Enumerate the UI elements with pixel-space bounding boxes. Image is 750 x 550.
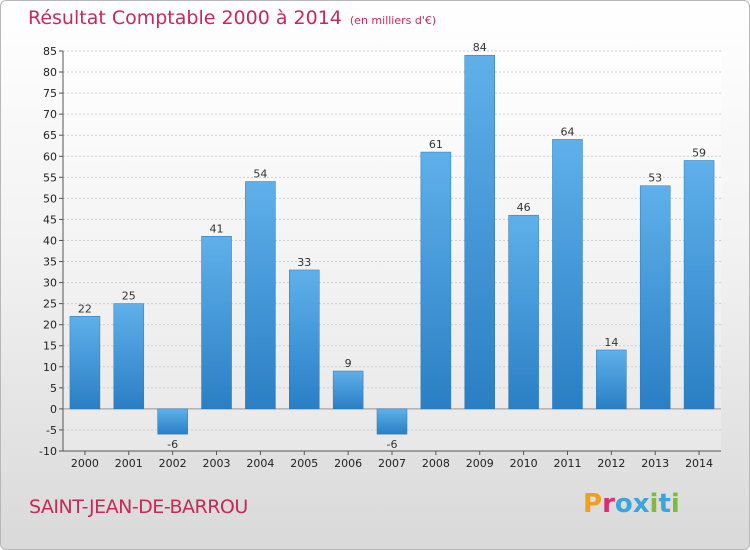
y-tick-label: 55 <box>43 171 57 184</box>
bar-2009[interactable] <box>464 54 495 410</box>
bar-2006[interactable] <box>332 370 364 410</box>
y-tick-label: 75 <box>43 87 57 100</box>
logo-letter: t <box>658 489 671 519</box>
logo-letter: P <box>583 489 603 519</box>
logo-letter: o <box>614 489 633 519</box>
x-axis: 2000 2001 2002 2003 2004 2005 2006 2007 2008 2009… <box>63 450 721 470</box>
y-tick-label: 85 <box>43 45 57 58</box>
bars <box>69 54 715 435</box>
data-label-2000: 22 <box>78 302 92 315</box>
bar-2002[interactable] <box>157 408 188 435</box>
logo-letter: x <box>632 489 650 519</box>
data-label-2011: 64 <box>560 125 574 138</box>
data-label-2012: 14 <box>604 336 618 349</box>
x-tick-label: 2002 <box>159 457 187 470</box>
x-tick-label: 2008 <box>422 457 450 470</box>
bar-2008[interactable] <box>420 151 452 410</box>
y-tick-label: 50 <box>43 192 57 205</box>
town-name: SAINT-JEAN-DE-BARROU <box>29 496 248 518</box>
x-tick-label: 2009 <box>466 457 494 470</box>
y-tick-label: 15 <box>43 340 57 353</box>
y-tick-label: 0 <box>50 403 57 416</box>
bar-2012[interactable] <box>596 349 627 410</box>
logo-letter: r <box>602 489 615 519</box>
x-tick-label: 2003 <box>203 457 231 470</box>
bar-2003[interactable] <box>201 236 232 410</box>
x-tick-label: 2012 <box>597 457 625 470</box>
y-tick-label: 5 <box>50 382 57 395</box>
data-label-2002: -6 <box>167 438 178 451</box>
x-tick-label: 2011 <box>553 457 581 470</box>
x-tick-label: 2013 <box>641 457 669 470</box>
data-label-2014: 59 <box>692 146 706 159</box>
logo-letter: i <box>670 489 680 519</box>
y-tick-label: 30 <box>43 277 57 290</box>
y-tick-label: 45 <box>43 213 57 226</box>
y-tick-label: -5 <box>46 424 57 437</box>
data-label-2006: 9 <box>345 357 352 370</box>
bar-2005[interactable] <box>289 269 320 410</box>
x-tick-label: 2010 <box>510 457 538 470</box>
x-tick-label: 2014 <box>685 457 713 470</box>
chart-title-row: Résultat Comptable 2000 à 2014 (en millie… <box>28 7 436 29</box>
data-label-2004: 54 <box>253 168 267 181</box>
x-tick-label: 2001 <box>115 457 143 470</box>
bar-2004[interactable] <box>245 181 276 410</box>
y-tick-label: 70 <box>43 108 57 121</box>
y-tick-label: 35 <box>43 256 57 269</box>
logo-letter: i <box>649 489 659 519</box>
y-tick-label: 20 <box>43 319 57 332</box>
y-axis: -10 -5 0 5 10 15 20 25 30 35 40 45 50 55 60 65 70 75 80 85 <box>39 45 64 458</box>
x-tick-label: 2005 <box>290 457 318 470</box>
x-tick-label: 2004 <box>246 457 274 470</box>
y-tick-label: 60 <box>43 150 57 163</box>
y-tick-label: 80 <box>43 66 57 79</box>
data-labels: 22 25 -6 41 54 33 9 -6 61 84 46 64 14 53 59 <box>78 41 706 451</box>
data-label-2005: 33 <box>297 256 311 269</box>
bar-2007[interactable] <box>376 408 408 435</box>
bar-2001[interactable] <box>113 303 145 410</box>
x-tick-label: 2000 <box>71 457 99 470</box>
bar-2010[interactable] <box>508 214 539 410</box>
bar-2011[interactable] <box>552 139 583 410</box>
data-label-2007: -6 <box>387 438 398 451</box>
y-tick-label: 65 <box>43 129 57 142</box>
y-tick-label: 10 <box>43 361 57 374</box>
data-label-2013: 53 <box>648 172 662 185</box>
data-label-2003: 41 <box>210 222 224 235</box>
bar-2014[interactable] <box>683 160 715 410</box>
data-label-2008: 61 <box>429 138 443 151</box>
x-tick-label: 2007 <box>378 457 406 470</box>
chart-subtitle: (en milliers d'€) <box>349 14 437 27</box>
data-label-2009: 84 <box>473 41 487 54</box>
y-tick-label: 40 <box>43 234 57 247</box>
y-tick-label: -10 <box>39 445 57 458</box>
data-label-2001: 25 <box>122 290 136 303</box>
chart-title: Résultat Comptable 2000 à 2014 <box>28 7 342 29</box>
data-label-2010: 46 <box>517 201 531 214</box>
proxiti-logo[interactable]: Proxiti <box>583 489 680 519</box>
bar-2000[interactable] <box>69 316 101 410</box>
y-tick-label: 25 <box>43 298 57 311</box>
bar-2013[interactable] <box>639 185 671 410</box>
x-tick-label: 2006 <box>334 457 362 470</box>
